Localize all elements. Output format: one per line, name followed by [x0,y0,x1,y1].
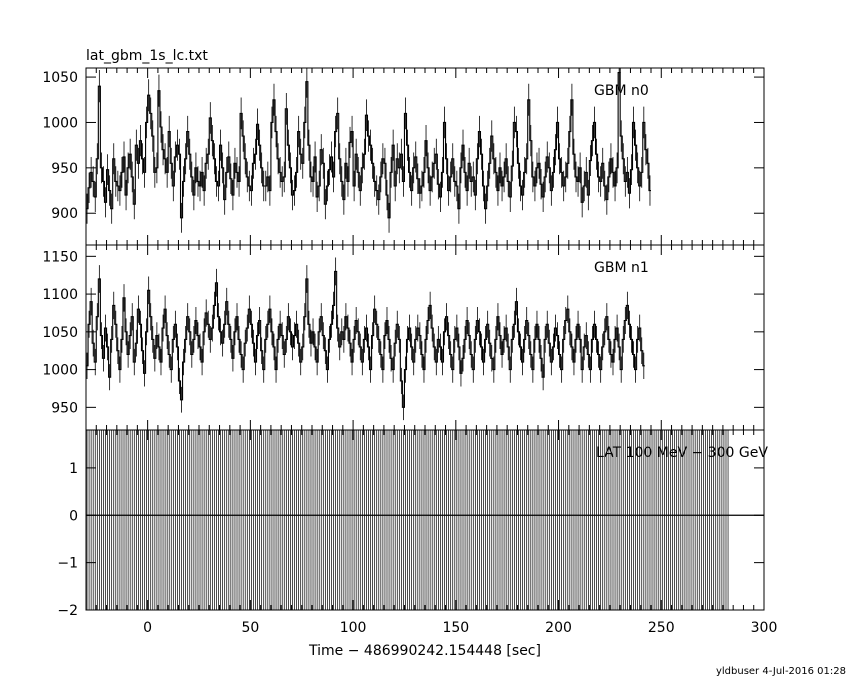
x-tick-label: 200 [545,620,572,636]
y-tick-label: 1050 [42,70,78,86]
light-curve-line [86,71,651,219]
y-tick-label: 1100 [42,287,78,303]
y-tick-label: 1 [69,461,78,477]
panel-1-data [86,68,651,233]
x-tick-label: 150 [442,620,469,636]
panels: 900 950 1000 1050 GBM n0 950 1000 1050 1100 1150 G… [42,67,768,619]
x-tick-label: 0 [143,620,152,636]
y-tick-label: 1150 [42,249,78,265]
panel-1: 900 950 1000 1050 GBM n0 [42,67,765,246]
x-tick-label: 100 [340,620,367,636]
x-tick-label: 300 [751,620,778,636]
y-tick-label: 1000 [42,363,78,379]
x-axis-label: Time − 486990242.154448 [sec] [308,643,541,659]
panel-frame [85,244,765,431]
panel-2: 950 1000 1050 1100 1150 GBM n1 [42,244,765,431]
error-bars [86,257,645,421]
light-curve-line [86,270,645,408]
chart-title: lat_gbm_1s_lc.txt [86,48,208,64]
footer-credit: yldbuser 4-Jul-2016 01:28 [716,666,846,677]
y-tick-label: 900 [51,206,78,222]
x-tick-label: 250 [648,620,675,636]
panel-label: GBM n0 [594,83,649,99]
y-tick-label: 0 [69,508,78,524]
y-tick-label: −1 [57,556,78,572]
error-bars [86,68,651,233]
y-tick-label: 950 [51,161,78,177]
y-tick-label: 1000 [42,115,78,131]
panel-3: −2 −1 0 1 LAT 100 MeV − 300 GeV [57,429,768,619]
panel-label: LAT 100 MeV − 300 GeV [596,445,768,461]
panel-3-data [86,430,764,610]
panel-label: GBM n1 [594,260,649,276]
y-tick-label: 950 [51,400,78,416]
y-tick-label: 1050 [42,325,78,341]
x-tick-label: 50 [241,620,259,636]
panel-2-data [86,257,645,421]
y-tick-label: −2 [57,603,78,619]
